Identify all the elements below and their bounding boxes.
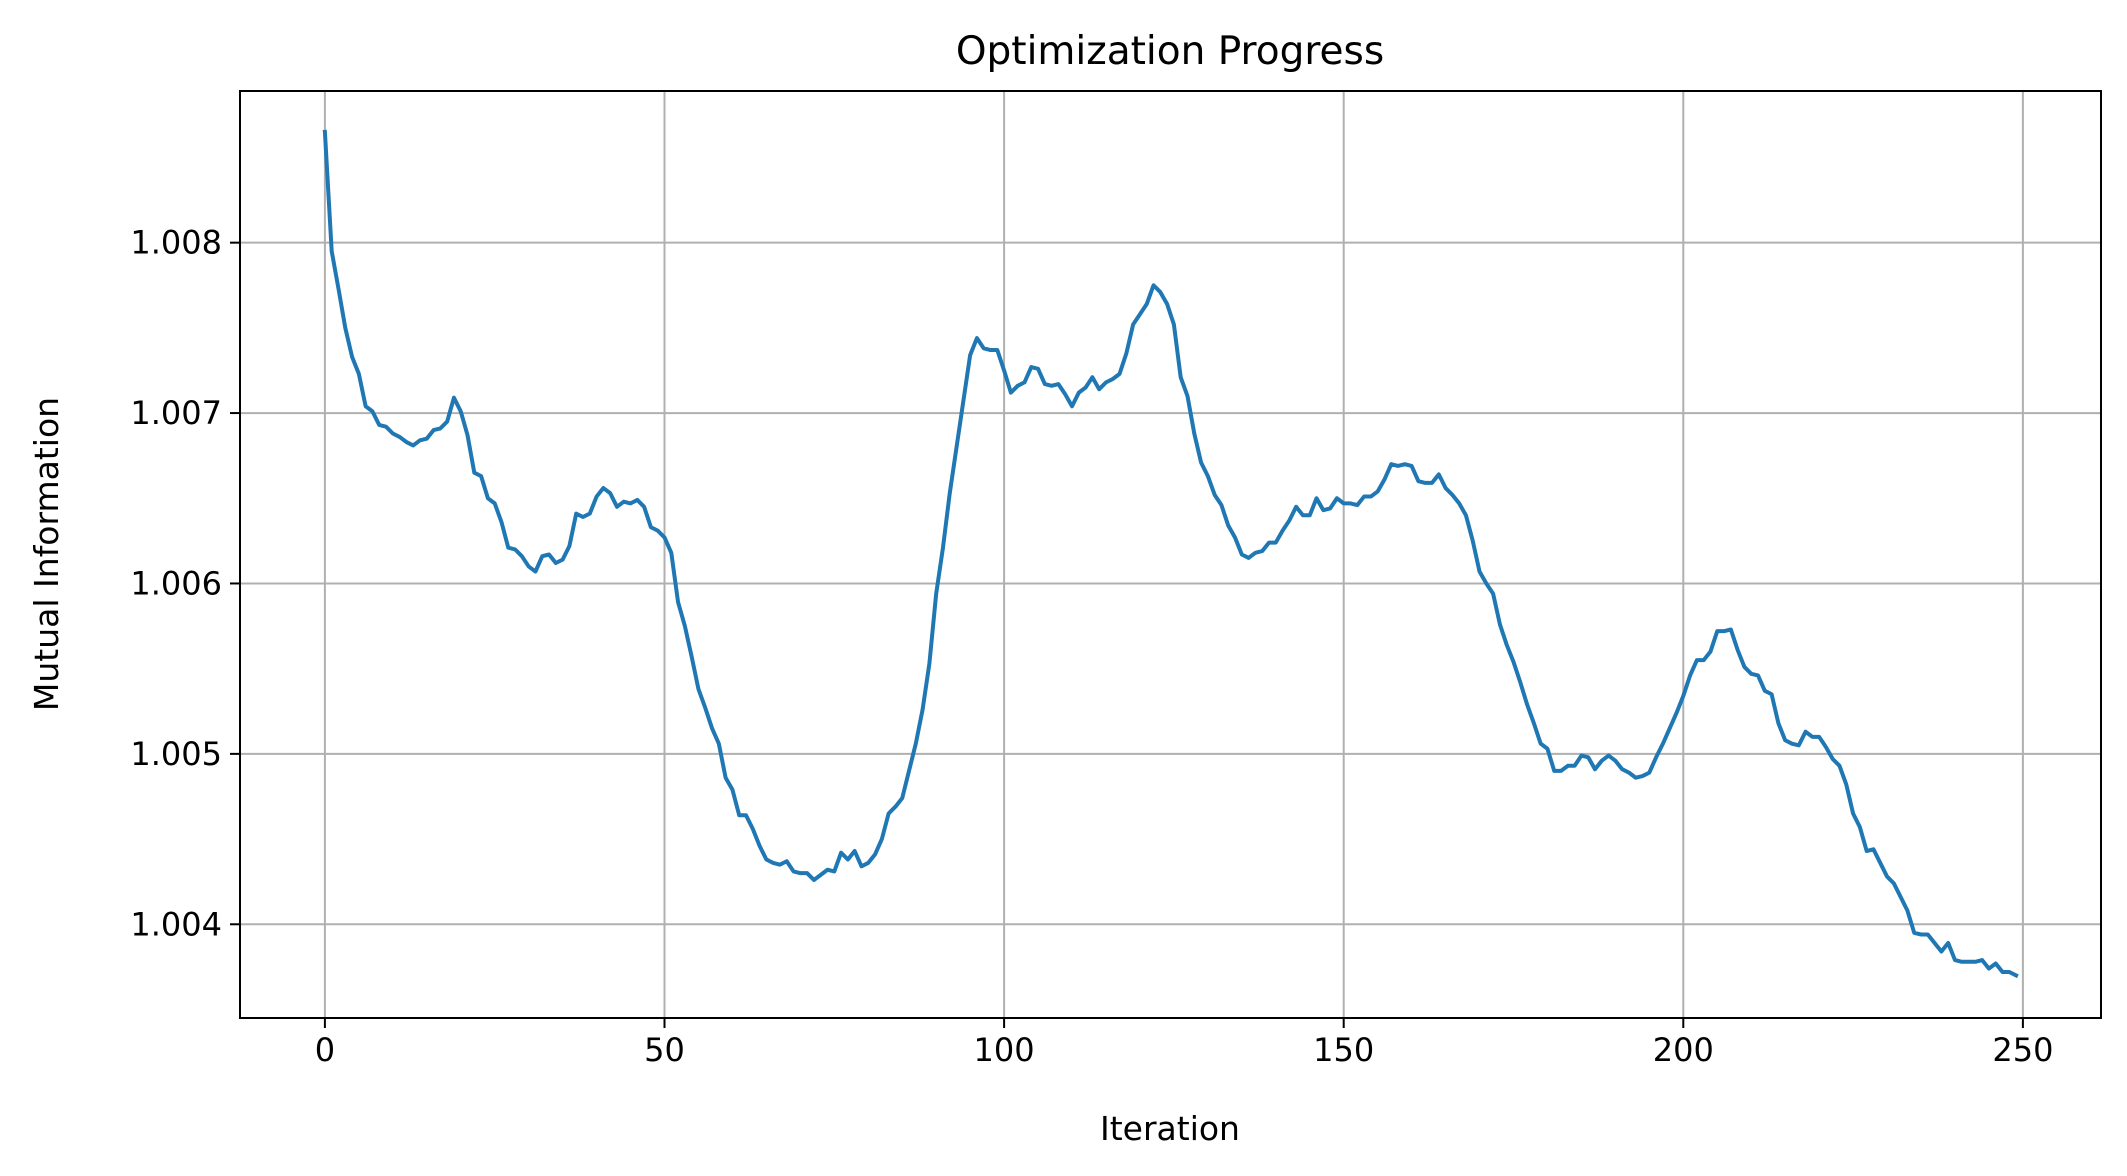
y-tick-label: 1.007: [130, 394, 222, 432]
y-tick-label: 1.005: [130, 735, 222, 773]
x-tick-label: 100: [974, 1031, 1035, 1069]
x-tick-label: 200: [1653, 1031, 1714, 1069]
x-tick-label: 0: [315, 1031, 335, 1069]
ticks: 0 50 100 150 200 250 1.004 1.005 1.006 1.007 1.008: [130, 224, 2053, 1069]
y-axis-label: Mutual Information: [27, 397, 66, 711]
series-layer: [322, 129, 2019, 979]
grid: [240, 91, 2101, 1018]
plot-frame: [239, 90, 2102, 1019]
y-tick-label: 1.008: [130, 224, 222, 262]
x-tick-label: 150: [1313, 1031, 1374, 1069]
x-tick-label: 250: [1992, 1031, 2053, 1069]
x-tick-label: 50: [644, 1031, 685, 1069]
x-axis-label: Iteration: [1100, 1109, 1240, 1148]
y-tick-label: 1.006: [130, 564, 222, 602]
chart-title: Optimization Progress: [956, 29, 1384, 74]
series-line: [322, 129, 2019, 979]
y-tick-label: 1.004: [130, 905, 222, 943]
